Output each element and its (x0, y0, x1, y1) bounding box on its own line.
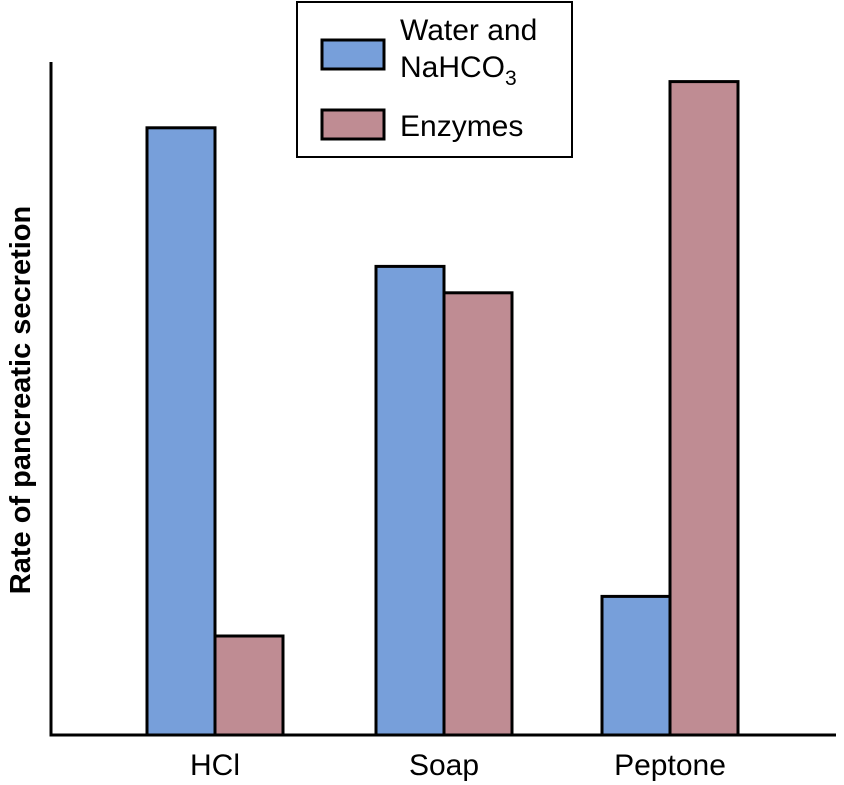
legend-label-enzymes: Enzymes (400, 110, 523, 143)
legend-label-water-and: Water and (400, 14, 537, 47)
y-axis-title: Rate of pancreatic secretion (5, 206, 37, 594)
bar-soap-water-nahco3 (374, 264, 446, 737)
legend-swatch-enzymes (320, 108, 386, 141)
bar-peptone-water-nahco3 (600, 594, 672, 737)
x-tick-label-soap: Soap (409, 749, 479, 782)
legend-label-nahco3: NaHCO3 (400, 51, 517, 90)
legend-box (296, 1, 573, 158)
bar-hcl-water-nahco3 (145, 126, 217, 737)
legend: Water and NaHCO3 Enzymes (296, 1, 573, 158)
x-tick-labels: HCl Soap Peptone (190, 749, 726, 782)
x-tick-label-peptone: Peptone (614, 749, 726, 782)
bar-hcl-enzymes (213, 634, 285, 737)
bar-peptone-enzymes (668, 80, 740, 737)
bars-group (145, 80, 740, 737)
legend-swatch-water-nahco3 (320, 38, 386, 71)
x-tick-label-hcl: HCl (190, 749, 240, 782)
bar-soap-enzymes (442, 291, 514, 737)
